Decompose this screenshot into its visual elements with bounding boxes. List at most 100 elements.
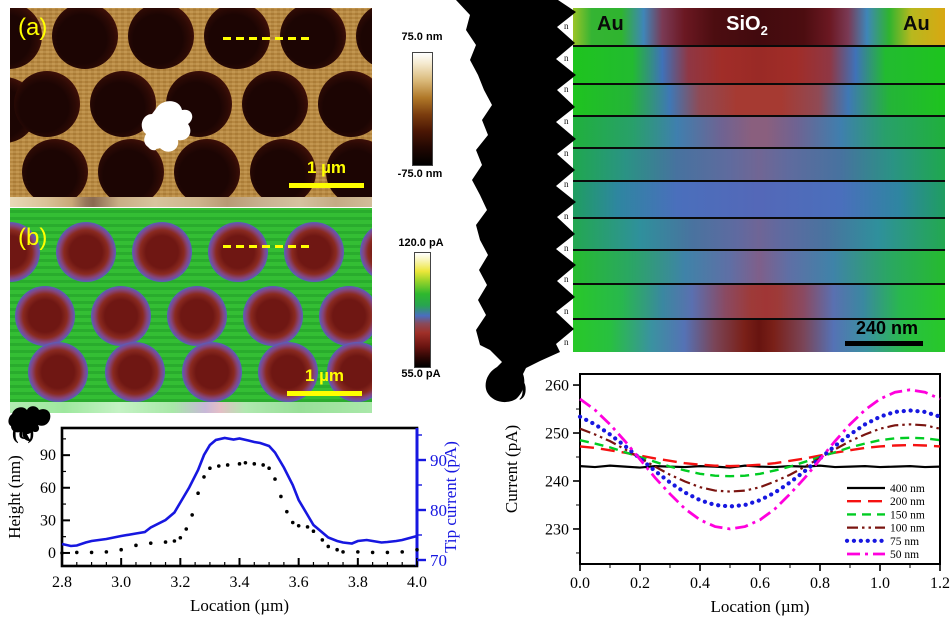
svg-text:0.2: 0.2 xyxy=(630,575,650,592)
edge-mark: n xyxy=(564,306,569,316)
nanohole xyxy=(319,286,372,346)
nanohole xyxy=(242,71,308,137)
cafm-current-image: (b) 1 µm xyxy=(10,208,372,402)
scale-bar-label-a: 1 µm xyxy=(306,158,347,177)
current-strip xyxy=(573,117,945,147)
svg-text:100 nm: 100 nm xyxy=(890,523,925,535)
scale-bar-label-d: 240 nm xyxy=(855,318,919,338)
svg-text:30: 30 xyxy=(40,512,56,529)
nanohole xyxy=(15,286,75,346)
profile-line-b xyxy=(223,245,312,248)
current-strip xyxy=(573,8,945,45)
scale-bar-label-b: 1 µm xyxy=(304,366,345,385)
scale-bar-a xyxy=(289,183,364,188)
profile-line-a xyxy=(223,37,312,40)
current-strip xyxy=(573,219,945,249)
svg-text:3.2: 3.2 xyxy=(170,574,190,591)
edge-mark: n xyxy=(564,116,569,126)
sio2-label: SiO2 xyxy=(726,13,768,38)
svg-text:230: 230 xyxy=(545,521,569,538)
scan-artifact-band-b xyxy=(10,402,372,413)
svg-text:75 nm: 75 nm xyxy=(890,536,919,548)
svg-text:1.0: 1.0 xyxy=(870,575,890,592)
current-strip xyxy=(573,285,945,318)
current-colorbar xyxy=(414,252,431,368)
strip-divider xyxy=(573,83,945,85)
height-colorbar xyxy=(412,52,433,166)
colorbar-b-min-label: 55.0 pA xyxy=(401,368,441,380)
svg-text:260: 260 xyxy=(545,378,569,395)
nanohole xyxy=(91,286,151,346)
edge-mark: n xyxy=(564,243,569,253)
edge-mark: n xyxy=(564,274,569,284)
svg-text:150 nm: 150 nm xyxy=(890,509,925,521)
strip-divider xyxy=(573,147,945,149)
afm-topography-image: (a) 1 µm xyxy=(10,8,372,197)
ink-blot-redaction-column xyxy=(456,0,576,403)
au-label-right: Au xyxy=(903,13,930,35)
strip-divider xyxy=(573,217,945,219)
nanohole xyxy=(174,139,240,197)
edge-mark: n xyxy=(564,148,569,158)
colorbar-b-max-label: 120.0 pA xyxy=(398,237,444,249)
svg-text:1.2: 1.2 xyxy=(930,575,950,592)
nanohole xyxy=(167,286,227,346)
current-strip xyxy=(573,85,945,115)
nanohole xyxy=(318,71,372,137)
nanohole xyxy=(360,222,372,282)
svg-text:3.6: 3.6 xyxy=(289,574,309,591)
nanohole xyxy=(128,8,194,69)
svg-text:0: 0 xyxy=(48,545,56,562)
nanohole xyxy=(182,342,242,402)
nanohole xyxy=(22,139,88,197)
svg-text:3.4: 3.4 xyxy=(230,574,250,591)
svg-text:0.6: 0.6 xyxy=(750,575,770,592)
edge-mark: n xyxy=(564,211,569,221)
panel-b-label: (b) xyxy=(18,224,48,251)
svg-text:3.0: 3.0 xyxy=(111,574,131,591)
svg-text:2.8: 2.8 xyxy=(52,574,72,591)
nanohole xyxy=(52,8,118,69)
scan-artifact-band-a xyxy=(10,197,372,207)
svg-text:Tip current (pA): Tip current (pA) xyxy=(441,441,460,553)
edge-mark: n xyxy=(564,179,569,189)
nanohole xyxy=(28,342,88,402)
nanohole xyxy=(105,342,165,402)
debris-blob xyxy=(141,101,193,152)
svg-text:80: 80 xyxy=(430,501,447,520)
svg-text:0.0: 0.0 xyxy=(570,575,590,592)
nanohole xyxy=(284,222,344,282)
current-strip xyxy=(573,320,945,352)
svg-text:0.4: 0.4 xyxy=(690,575,710,592)
svg-text:Height (nm): Height (nm) xyxy=(5,455,24,539)
height-current-profile-chart: 2.8 3.0 3.2 3.4 3.6 3.8 4.0 0 30 60 90 70 80 90 Locati… xyxy=(5,426,460,615)
svg-text:50 nm: 50 nm xyxy=(890,549,919,561)
sio2-subscript: 2 xyxy=(760,23,768,38)
svg-text:70: 70 xyxy=(430,551,447,570)
panel-a-label: (a) xyxy=(18,14,48,41)
nanohole xyxy=(132,222,192,282)
svg-text:90: 90 xyxy=(40,447,56,464)
edge-mark: n xyxy=(564,337,569,347)
scale-bar-b xyxy=(287,391,362,396)
current-strip xyxy=(573,182,945,217)
au-label-left: Au xyxy=(597,13,624,35)
current-strip xyxy=(573,251,945,283)
svg-text:90: 90 xyxy=(430,451,447,470)
svg-text:Location (µm): Location (µm) xyxy=(710,597,809,616)
svg-text:200 nm: 200 nm xyxy=(890,496,925,508)
strip-divider xyxy=(573,283,945,285)
strip-divider xyxy=(573,249,945,251)
edge-mark: n xyxy=(564,53,569,63)
nanohole xyxy=(356,8,372,69)
svg-text:4.0: 4.0 xyxy=(407,574,427,591)
svg-text:Current (pA): Current (pA) xyxy=(502,425,521,513)
svg-text:240: 240 xyxy=(545,473,569,490)
svg-text:3.8: 3.8 xyxy=(348,574,368,591)
colorbar-a-min-label: -75.0 nm xyxy=(397,168,443,180)
nanohole xyxy=(208,222,268,282)
zoomed-strip-map xyxy=(573,8,945,352)
strip-divider xyxy=(573,318,945,320)
colorbar-a-max-label: 75.0 nm xyxy=(401,31,443,43)
